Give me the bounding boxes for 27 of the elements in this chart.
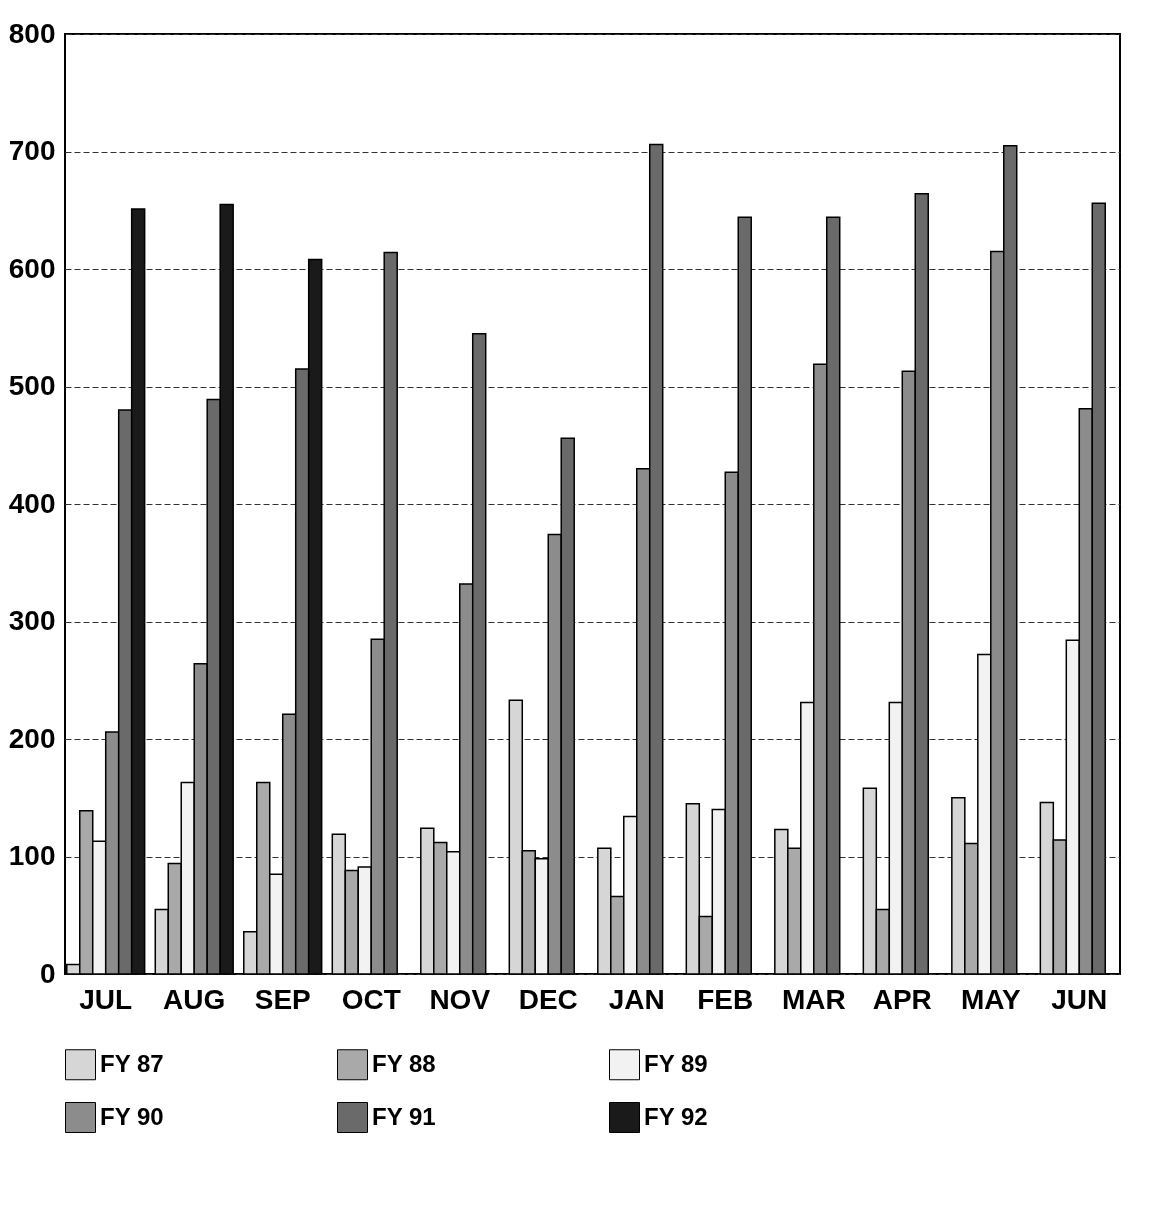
x-tick-label: MAY bbox=[960, 983, 1021, 1015]
y-tick-label: 300 bbox=[8, 605, 56, 636]
y-tick-label: 600 bbox=[8, 252, 56, 284]
y-tick-label: 100 bbox=[8, 840, 56, 871]
x-tick-label: JUL bbox=[79, 983, 133, 1015]
x-tick-label: NOV bbox=[429, 983, 491, 1015]
x-tick-label: OCT bbox=[341, 983, 401, 1015]
x-tick-label: DEC bbox=[518, 983, 578, 1015]
x-tick-label: SEP bbox=[254, 983, 311, 1015]
y-tick-label: 500 bbox=[8, 370, 56, 401]
y-tick-label: 200 bbox=[8, 722, 56, 754]
legend-label: FY 90 bbox=[100, 1102, 164, 1130]
y-tick-label: 700 bbox=[8, 135, 56, 166]
legend-label: FY 87 bbox=[100, 1049, 164, 1077]
y-tick-label: 0 bbox=[39, 957, 56, 989]
x-tick-label: JUN bbox=[1051, 983, 1108, 1015]
legend-label: FY 89 bbox=[644, 1049, 708, 1077]
legend-label: FY 92 bbox=[644, 1102, 708, 1130]
y-tick-label: 800 bbox=[8, 17, 56, 49]
x-tick-label: FEB bbox=[697, 983, 754, 1015]
x-tick-label: AUG bbox=[163, 983, 226, 1015]
x-tick-label: JAN bbox=[608, 983, 665, 1015]
x-tick-label: MAR bbox=[781, 983, 846, 1015]
y-tick-label: 400 bbox=[8, 487, 56, 519]
legend-label: FY 88 bbox=[372, 1049, 436, 1077]
x-tick-label: APR bbox=[872, 983, 932, 1015]
legend-label: FY 91 bbox=[372, 1102, 436, 1130]
